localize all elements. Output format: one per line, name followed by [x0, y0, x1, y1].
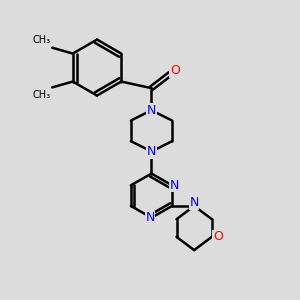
- Text: N: N: [170, 179, 179, 192]
- Text: N: N: [147, 104, 156, 117]
- Text: N: N: [190, 196, 199, 209]
- Text: O: O: [213, 230, 223, 243]
- Text: CH₃: CH₃: [33, 90, 51, 100]
- Text: CH₃: CH₃: [33, 35, 51, 45]
- Text: N: N: [145, 211, 155, 224]
- Text: O: O: [170, 64, 180, 77]
- Text: N: N: [147, 145, 156, 158]
